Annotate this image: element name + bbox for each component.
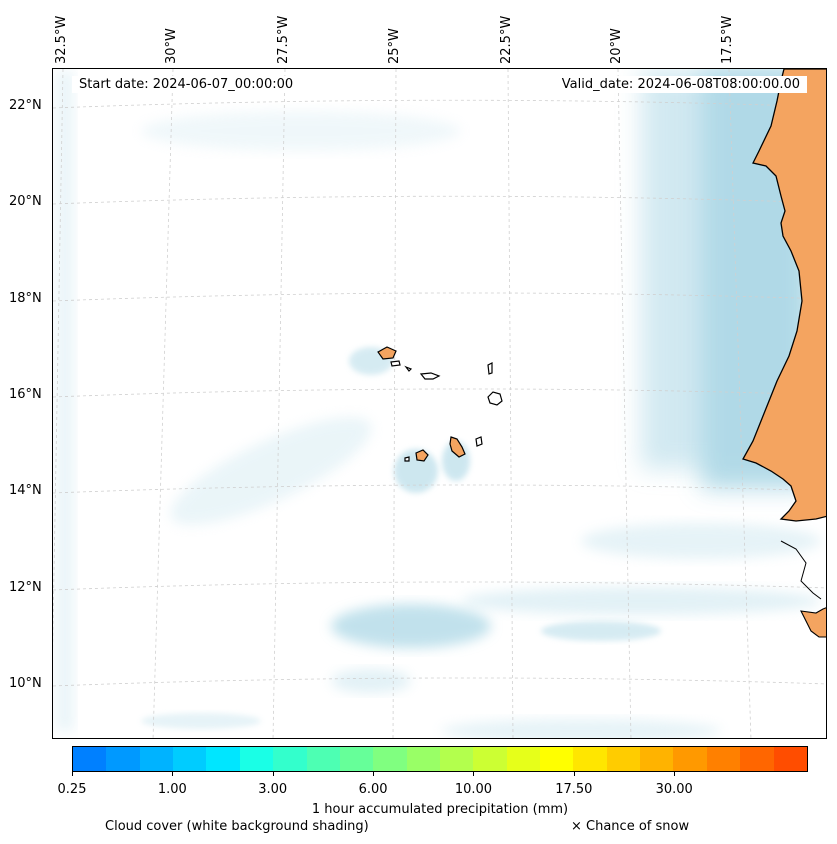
- map-canvas: [53, 69, 826, 738]
- africa-landmass: [742, 69, 826, 522]
- lon-label: 30°W: [164, 28, 179, 64]
- colorbar-segment: [206, 747, 240, 771]
- colorbar-segment: [73, 747, 107, 771]
- coast-detail: [800, 607, 826, 638]
- island-sal: [487, 362, 493, 375]
- colorbar-segment: [339, 747, 374, 771]
- lon-label: 17.5°W: [720, 15, 735, 64]
- colorbar-tick-label: 0.25: [57, 782, 87, 797]
- cloud-cover-note: Cloud cover (white background shading): [105, 819, 369, 834]
- graticule: [53, 69, 826, 738]
- island-maio: [475, 436, 483, 447]
- island-santa-luzia: [404, 365, 413, 372]
- colorbar-segment: [473, 747, 507, 771]
- colorbar-segment: [573, 747, 607, 771]
- colorbar-segment: [740, 747, 774, 771]
- colorbar-segment: [373, 747, 407, 771]
- colorbar-segment: [239, 747, 274, 771]
- colorbar-tick-label: 17.50: [555, 782, 593, 797]
- island-santiago: [449, 436, 466, 458]
- colorbar-segment: [406, 747, 440, 771]
- colorbar-segment: [773, 747, 807, 771]
- colorbar-tick-mark: [674, 772, 676, 776]
- lat-label: 10°N: [9, 676, 42, 691]
- colorbar-segment: [506, 747, 541, 771]
- lat-label: 14°N: [9, 483, 42, 498]
- lon-label: 27.5°W: [276, 15, 291, 64]
- island-boa-vista: [487, 391, 503, 406]
- colorbar-segment: [173, 747, 207, 771]
- lat-label: 16°N: [9, 387, 42, 402]
- coast-detail: [780, 540, 822, 600]
- colorbar-segment: [706, 747, 741, 771]
- colorbar-tick-label: 30.00: [655, 782, 693, 797]
- island-sao-nicolau: [419, 372, 441, 380]
- cloud-cover-layer: [56, 69, 821, 738]
- map-panel[interactable]: [52, 68, 827, 739]
- colorbar-segment: [439, 747, 474, 771]
- colorbar-tick-label: 6.00: [358, 782, 388, 797]
- colorbar-tick-label: 3.00: [258, 782, 288, 797]
- lat-label: 22°N: [9, 98, 42, 113]
- colorbar-segment: [106, 747, 140, 771]
- lon-label: 25°W: [387, 28, 402, 64]
- colorbar-tick-label: 1.00: [157, 782, 187, 797]
- colorbar-tick-mark: [172, 772, 174, 776]
- colorbar-tick-mark: [573, 772, 575, 776]
- colorbar-segment: [673, 747, 707, 771]
- lon-label: 32.5°W: [54, 15, 69, 64]
- lat-label: 12°N: [9, 580, 42, 595]
- island-sao-vicente: [390, 360, 401, 367]
- colorbar-label: 1 hour accumulated precipitation (mm): [311, 802, 569, 817]
- valid-date-label: Valid_date: 2024-06-08T08:00:00.00: [554, 76, 807, 93]
- lon-label: 22.5°W: [499, 15, 514, 64]
- lat-label: 18°N: [9, 291, 42, 306]
- island-santo-antao: [377, 346, 397, 360]
- colorbar-tick-mark: [373, 772, 375, 776]
- colorbar-segment: [306, 747, 340, 771]
- snow-chance-note: × Chance of snow: [571, 819, 690, 834]
- colorbar-tick-mark: [272, 772, 274, 776]
- lat-label: 20°N: [9, 194, 42, 209]
- colorbar-segment: [606, 747, 641, 771]
- start-date-label: Start date: 2024-06-07_00:00:00: [72, 76, 301, 93]
- colorbar-segment: [139, 747, 174, 771]
- colorbar-segment: [640, 747, 674, 771]
- colorbar-tick-mark: [72, 772, 73, 776]
- island-brava: [404, 456, 410, 462]
- colorbar-segment: [273, 747, 307, 771]
- precipitation-colorbar: [72, 746, 808, 772]
- lon-label: 20°W: [609, 28, 624, 64]
- island-fogo: [415, 449, 429, 462]
- colorbar-tick-label: 10.00: [454, 782, 493, 797]
- cape-verde-islands: [377, 346, 503, 462]
- colorbar-tick-mark: [473, 772, 475, 776]
- colorbar-segment: [540, 747, 574, 771]
